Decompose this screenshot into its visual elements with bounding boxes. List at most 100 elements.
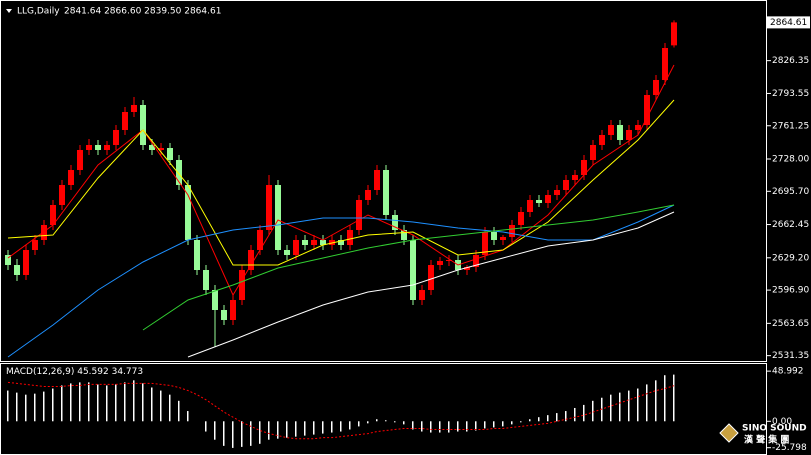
macd-bar	[457, 421, 459, 432]
candle-body	[365, 190, 371, 200]
macd-bar	[115, 384, 117, 422]
candle-body	[338, 240, 344, 245]
candle-body	[266, 185, 272, 230]
candle-body	[500, 237, 506, 240]
y-tick-label: 2761.25	[772, 121, 809, 131]
candle-body	[158, 148, 164, 150]
macd-bar	[466, 421, 468, 432]
macd-bar	[619, 392, 621, 422]
y-tick-label: 2826.35	[772, 56, 809, 66]
candle-body	[77, 150, 83, 170]
macd-bar	[475, 421, 477, 431]
candle-body	[617, 125, 623, 140]
candle-body	[257, 230, 263, 250]
candle-body	[608, 125, 614, 135]
candle-body	[86, 145, 92, 150]
candle-body	[626, 130, 632, 140]
candle-body	[311, 240, 317, 245]
macd-bar	[664, 375, 666, 422]
candle-body	[545, 195, 551, 203]
candle-body	[563, 180, 569, 190]
macd-bar	[25, 394, 27, 422]
macd-bar	[511, 421, 513, 425]
candle-body	[374, 170, 380, 190]
macd-bar	[313, 421, 315, 435]
candle-body	[437, 261, 443, 265]
y-tick-label: 2662.45	[772, 220, 809, 230]
macd-bar	[673, 374, 675, 422]
signal-line	[7, 381, 675, 440]
candle-body	[284, 250, 290, 255]
candle-body	[428, 265, 434, 290]
macd-bar	[646, 384, 648, 422]
signal-value: 34.773	[112, 367, 144, 377]
candle-body	[482, 232, 488, 255]
macd-bar	[538, 417, 540, 422]
macd-bar	[493, 421, 495, 428]
macd-bar	[565, 411, 567, 422]
candle-body	[239, 270, 245, 300]
plot-layer: 2826.35 2793.55 2761.25 2728.00 2695.70 2662.…	[5, 16, 810, 453]
macd-bar	[106, 385, 108, 422]
y-tick-label: 2629.20	[772, 253, 809, 263]
candle-body	[104, 145, 110, 150]
macd-bar	[232, 421, 234, 448]
watermark-chinese: 漢 聲 集 團	[744, 434, 789, 446]
candle-body	[68, 170, 74, 185]
macd-bar	[61, 385, 63, 422]
macd-bar	[628, 390, 630, 422]
macd-bar	[430, 421, 432, 433]
moving-average	[142, 204, 675, 331]
candle-body	[653, 80, 659, 95]
macd-bar	[349, 421, 351, 430]
macd-bar	[52, 388, 54, 422]
last-price-box	[767, 16, 810, 29]
candle-body	[671, 22, 677, 46]
macd-bar	[322, 421, 324, 434]
macd-bar	[385, 420, 387, 422]
macd-bar	[250, 421, 252, 446]
y-tick-label: 2728.00	[772, 155, 809, 165]
macd-bar	[88, 382, 90, 422]
candle-body	[41, 225, 47, 240]
candle-body	[275, 185, 281, 250]
macd-bar	[610, 394, 612, 422]
candle-body	[392, 215, 398, 230]
candle-body	[347, 230, 353, 245]
macd-bar	[529, 419, 531, 422]
candle-body	[203, 270, 209, 290]
macd-bar	[394, 421, 396, 423]
macd-bar	[151, 387, 153, 422]
candle-body	[293, 240, 299, 255]
macd-bar	[142, 383, 144, 422]
watermark-logo	[719, 423, 739, 443]
candle-body	[410, 240, 416, 300]
macd-bar	[574, 407, 576, 422]
candle-body	[59, 185, 65, 205]
candle-body	[14, 265, 20, 275]
macd-bar	[79, 382, 81, 422]
watermark-name: SINO SOUND	[742, 424, 807, 434]
macd-bar	[178, 400, 180, 422]
macd-bar	[16, 392, 18, 422]
candle-body	[383, 170, 389, 215]
macd-bar	[277, 421, 279, 439]
candle-body	[554, 190, 560, 195]
candle-body	[356, 200, 362, 230]
macd-bar	[439, 421, 441, 433]
candle-body	[599, 135, 605, 145]
y-tick-label: 48.992	[772, 367, 804, 377]
moving-average	[7, 204, 675, 358]
macd-bar	[412, 421, 414, 430]
candle-body	[95, 145, 101, 150]
macd-bar	[205, 421, 207, 432]
macd-bar	[331, 421, 333, 433]
ohlc-text: 2841.64 2866.60 2839.50 2864.61	[64, 7, 221, 17]
candle-body	[185, 185, 191, 240]
candle-body	[464, 267, 470, 270]
moving-average	[187, 211, 675, 358]
macd-bar	[214, 421, 216, 440]
candle-body	[662, 48, 668, 80]
